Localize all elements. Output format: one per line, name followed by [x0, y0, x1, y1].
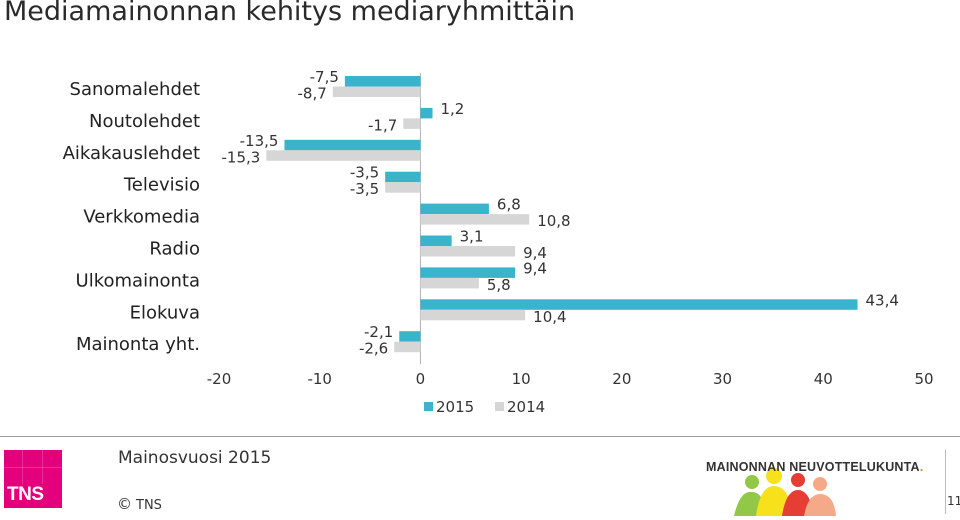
legend-swatch-2015 [424, 402, 433, 411]
bar-2015-8 [420, 299, 858, 310]
category-label: Aikakauslehdet [63, 143, 200, 164]
tns-logo: TNS [4, 450, 62, 508]
bar-2014-7 [420, 277, 479, 289]
data-label-2014-8: 10,4 [533, 308, 566, 326]
legend-label-2015: 2015 [436, 398, 474, 416]
data-label-2014-7: 5,8 [487, 276, 511, 294]
bar-2014-8 [420, 309, 526, 321]
data-label-2014-5: 10,8 [537, 212, 570, 230]
bar-2014-4 [385, 182, 421, 193]
data-label-2015-9: -2,1 [364, 323, 393, 341]
page-number-divider [945, 450, 946, 514]
x-tick-label: 0 [416, 370, 426, 388]
x-tick-label: 40 [814, 370, 833, 388]
bar-2014-2 [403, 118, 421, 129]
page-title: Mediamainonnan kehitys mediaryhmittäin [4, 0, 576, 27]
x-tick-label: 30 [713, 370, 732, 388]
bar-2015-1 [344, 76, 421, 87]
x-tick-label: -20 [207, 370, 232, 388]
copyright-icon: © [117, 495, 132, 513]
data-label-2014-4: -3,5 [350, 180, 379, 198]
x-tick-label: 10 [512, 370, 531, 388]
bar-2015-4 [385, 171, 421, 183]
bar-2015-9 [399, 331, 421, 342]
category-label: Sanomalehdet [70, 79, 200, 100]
bar-2014-9 [394, 341, 421, 353]
data-label-2014-2: -1,7 [368, 116, 397, 134]
bar-2015-5 [420, 203, 489, 215]
category-label: Radio [149, 239, 200, 260]
bar-chart: Sanomalehdet Noutolehdet Aikakauslehdet Tel… [63, 68, 934, 416]
data-label-2014-3: -15,3 [222, 148, 261, 166]
data-label-2015-4: -3,5 [350, 164, 379, 182]
data-label-2015-8: 43,4 [866, 291, 899, 309]
data-label-2015-2: 1,2 [441, 100, 465, 118]
bar-2015-6 [420, 235, 452, 246]
copyright: © TNS [117, 495, 162, 513]
bar-2014-3 [266, 150, 421, 161]
mainonnan-neuvottelukunta-logo: MAINONNAN NEUVOTTELUKUNTA. [704, 446, 944, 516]
category-label: Mainonta yht. [76, 334, 200, 355]
bar-2014-5 [420, 214, 530, 225]
bar-2014-1 [332, 86, 421, 97]
people-figures-icon [734, 468, 836, 516]
data-label-2015-3: -13,5 [240, 132, 279, 150]
bar-2014-6 [420, 246, 516, 257]
data-label-2014-9: -2,6 [359, 340, 388, 358]
legend-label-2014: 2014 [507, 398, 545, 416]
x-tick-label: -10 [307, 370, 332, 388]
category-label: Verkkomedia [83, 207, 200, 228]
data-label-2015-7: 9,4 [523, 259, 547, 277]
bar-2015-2 [420, 107, 433, 119]
page-number: 11 [947, 494, 960, 508]
category-label: Televisio [123, 175, 200, 196]
category-label: Noutolehdet [89, 111, 200, 132]
partner-logo-text: MAINONNAN NEUVOTTELUKUNTA [706, 460, 920, 474]
bar-2015-3 [284, 139, 421, 151]
data-label-2014-1: -8,7 [298, 85, 327, 103]
x-tick-label: 20 [612, 370, 631, 388]
data-label-2015-5: 6,8 [497, 196, 521, 214]
bar-2015-7 [420, 267, 516, 278]
category-label: Ulkomainonta [76, 270, 200, 291]
x-tick-label: 50 [914, 370, 933, 388]
legend-swatch-2014 [495, 402, 504, 411]
footer-divider [0, 436, 960, 437]
data-label-2015-1: -7,5 [310, 68, 339, 86]
footer-source: Mainosvuosi 2015 [118, 448, 272, 468]
category-label: Elokuva [130, 302, 200, 323]
data-label-2015-6: 3,1 [460, 228, 484, 246]
data-label-2014-6: 9,4 [523, 244, 547, 262]
